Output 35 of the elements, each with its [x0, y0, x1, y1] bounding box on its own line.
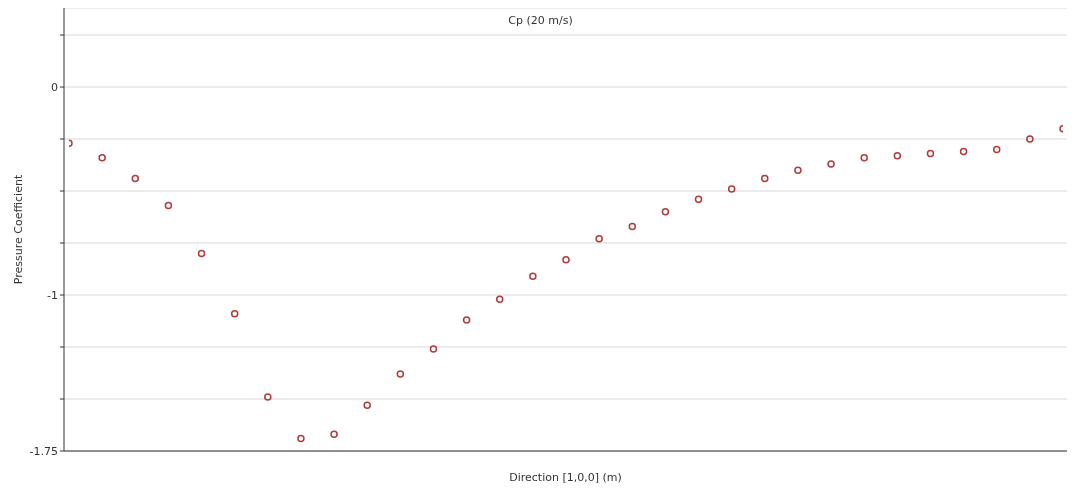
point: [164, 201, 173, 210]
text: Cp (20 m/s): [507, 14, 574, 27]
point: [926, 149, 935, 158]
point: [429, 345, 438, 353]
point: [761, 174, 769, 183]
x-axis-title: Direction [1,0,0] (m): [509, 471, 622, 484]
point: [330, 430, 338, 439]
y-tick-label: -1: [47, 288, 58, 302]
y-tick-label: -1.75: [29, 444, 58, 458]
point: [197, 249, 206, 258]
point: [992, 145, 1001, 154]
point: [827, 160, 835, 168]
point: [529, 272, 537, 281]
y-tick-label: 0: [51, 80, 58, 94]
point: [727, 185, 736, 193]
point: [794, 166, 802, 174]
point: [230, 309, 239, 318]
point: [860, 154, 868, 162]
point: [363, 401, 371, 409]
y-axis-title: Pressure Coefficient: [11, 174, 25, 285]
point: [628, 222, 637, 231]
point: [562, 255, 570, 264]
point: [462, 316, 471, 324]
point: [1026, 135, 1034, 143]
point: [396, 370, 405, 378]
point: [893, 151, 902, 160]
point: [264, 393, 272, 401]
point: [495, 295, 504, 303]
point: [131, 174, 140, 183]
point: [595, 235, 603, 243]
point: [98, 154, 106, 162]
point: [661, 208, 670, 216]
point: [297, 434, 305, 443]
point: [694, 195, 703, 204]
point: [959, 147, 968, 156]
